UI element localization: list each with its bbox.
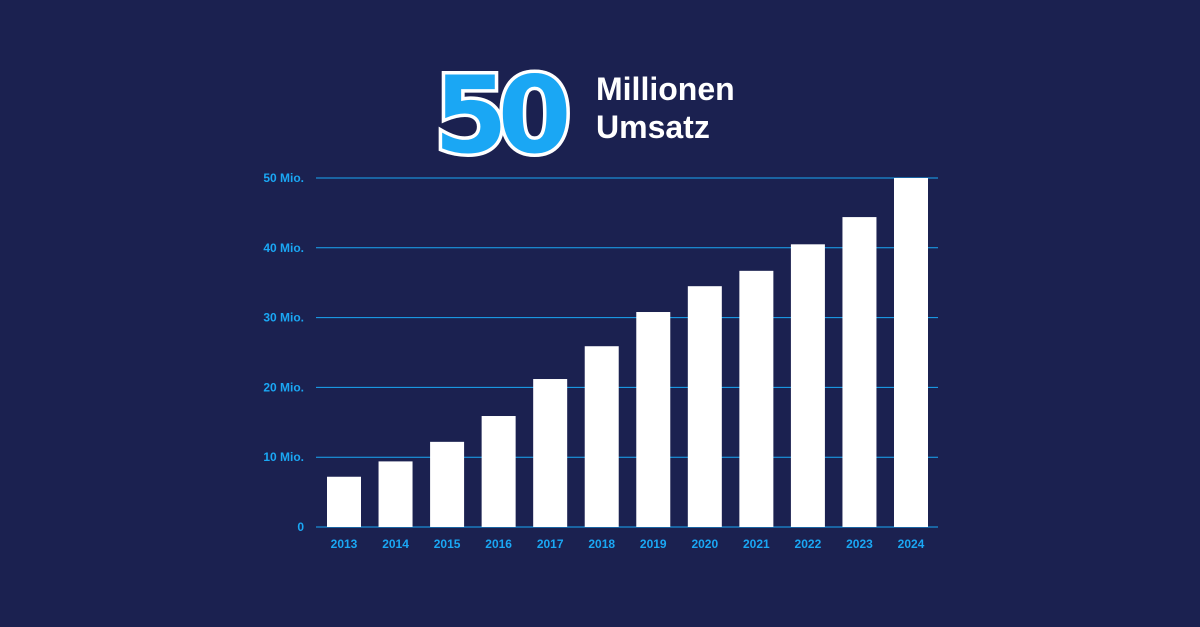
- bar-2024: [894, 178, 928, 527]
- x-tick-label: 2015: [434, 537, 461, 551]
- y-tick-label: 0: [297, 520, 304, 534]
- grid-lines: [316, 177, 938, 528]
- bar-2016: [481, 416, 516, 527]
- bar-2013: [327, 476, 361, 527]
- x-tick-label: 2021: [743, 537, 770, 551]
- headline-line-1: Millionen: [596, 71, 735, 107]
- y-tick-label: 10 Mio.: [263, 450, 304, 464]
- x-tick-label: 2013: [331, 537, 358, 551]
- x-tick-label: 2018: [588, 537, 615, 551]
- headline: Millionen Umsatz: [596, 70, 735, 146]
- x-tick-label: 2019: [640, 537, 667, 551]
- bar-2020: [687, 286, 722, 527]
- bar-2014: [378, 461, 413, 527]
- x-tick-label: 2023: [846, 537, 873, 551]
- x-axis-ticks: 2013 2014 2015 2016 2017 2018 2019 2020 2021 2022…: [331, 537, 925, 551]
- y-tick-label: 20 Mio.: [263, 380, 304, 394]
- bar-2015: [430, 441, 465, 527]
- bar-2017: [533, 379, 568, 527]
- y-tick-label: 30 Mio.: [263, 311, 304, 325]
- x-tick-label: 2020: [691, 537, 718, 551]
- y-tick-label: 50 Mio.: [263, 171, 304, 185]
- y-tick-label: 40 Mio.: [263, 241, 304, 255]
- headline-line-2: Umsatz: [596, 109, 710, 145]
- x-tick-label: 2024: [898, 537, 925, 551]
- x-tick-label: 2014: [382, 537, 409, 551]
- bar-2018: [584, 346, 619, 527]
- big-number-fifty: 50: [432, 58, 592, 168]
- bar-2023: [842, 217, 877, 527]
- bar-2019: [636, 312, 671, 527]
- bar-2022: [790, 244, 825, 527]
- x-tick-label: 2016: [485, 537, 512, 551]
- y-axis-ticks: 0 10 Mio. 20 Mio. 30 Mio. 40 Mio. 50 Mio.: [263, 171, 304, 534]
- bars: [327, 178, 928, 527]
- bar-2021: [739, 270, 774, 527]
- header: 50 Millionen Umsatz: [0, 0, 1200, 170]
- x-tick-label: 2017: [537, 537, 564, 551]
- x-tick-label: 2022: [795, 537, 822, 551]
- big-number-text: 50: [434, 58, 567, 168]
